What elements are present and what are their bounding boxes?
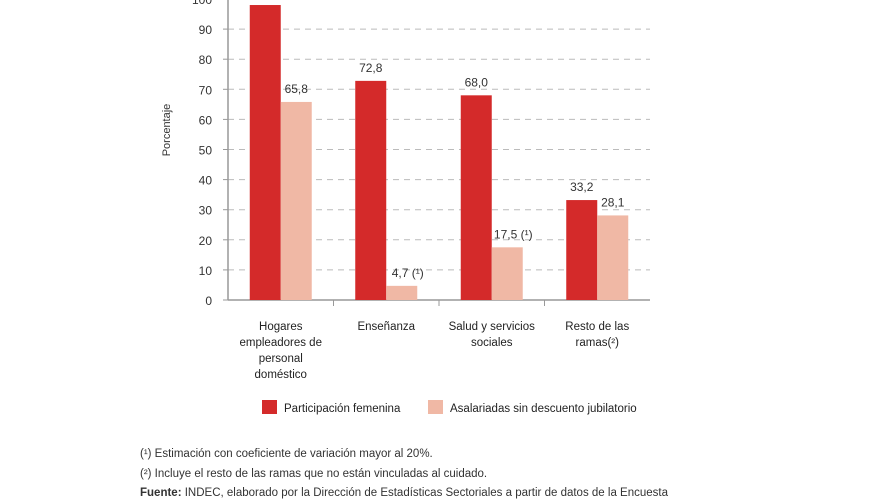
bar-asalariadas (597, 215, 629, 300)
bar-asalariadas (386, 285, 418, 300)
footnote-2: (²) Incluye el resto de las ramas que no… (140, 468, 488, 480)
legend-label: Asalariadas sin descuento jubilatorio (450, 403, 637, 415)
y-tick-label: 10 (199, 264, 213, 278)
legend-swatch (262, 400, 277, 414)
x-tick-label: Enseñanza (357, 321, 415, 333)
x-tick-label: Salud y servicios (449, 321, 536, 333)
bar-chart: 0 10 20 30 40 50 60 70 80 90 100 Porcentaje Hogares e… (161, 0, 650, 415)
x-tick-label: empleadores de (240, 337, 322, 349)
x-tick-label: Resto de las (565, 321, 629, 333)
x-tick-label: doméstico (255, 369, 307, 381)
x-tick-label: sociales (471, 337, 513, 349)
legend-label: Participación femenina (284, 403, 401, 415)
y-tick-label: 50 (199, 144, 213, 158)
y-tick-label: 80 (199, 53, 213, 67)
y-tick-label: 0 (205, 294, 212, 308)
bar-participacion (249, 5, 281, 301)
data-label: 17,5 (¹) (494, 227, 533, 241)
bar-asalariadas (491, 247, 523, 300)
y-tick-label: 30 (199, 204, 213, 218)
y-axis-label: Porcentaje (161, 104, 173, 157)
legend-swatch (428, 400, 443, 414)
x-tick-label: personal (259, 353, 303, 365)
data-label: 65,8 (285, 82, 309, 96)
data-label: 68,0 (465, 75, 489, 89)
x-tick-label: Hogares (259, 321, 303, 333)
data-label: 28,1 (601, 195, 625, 209)
bar-asalariadas (280, 101, 312, 300)
bar-participacion (566, 200, 598, 300)
bar-participacion (460, 95, 492, 300)
source-text: INDEC, elaborado por la Dirección de Est… (181, 487, 668, 499)
y-tick-label: 100 (192, 0, 212, 7)
data-label: 72,8 (359, 61, 383, 75)
source-note: Fuente: INDEC, elaborado por la Direcció… (140, 487, 668, 499)
bar-participacion (355, 80, 387, 300)
y-tick-label: 60 (199, 113, 213, 127)
y-tick-label: 90 (199, 23, 213, 37)
data-label: 4,7 (¹) (392, 266, 424, 280)
y-tick-label: 40 (199, 174, 213, 188)
y-tick-label: 20 (199, 234, 213, 248)
source-label: Fuente: (140, 487, 182, 499)
data-label: 33,2 (570, 180, 594, 194)
x-tick-label: ramas(²) (576, 337, 620, 349)
footnote-1: (¹) Estimación con coeficiente de variac… (140, 448, 433, 460)
y-tick-label: 70 (199, 83, 213, 97)
